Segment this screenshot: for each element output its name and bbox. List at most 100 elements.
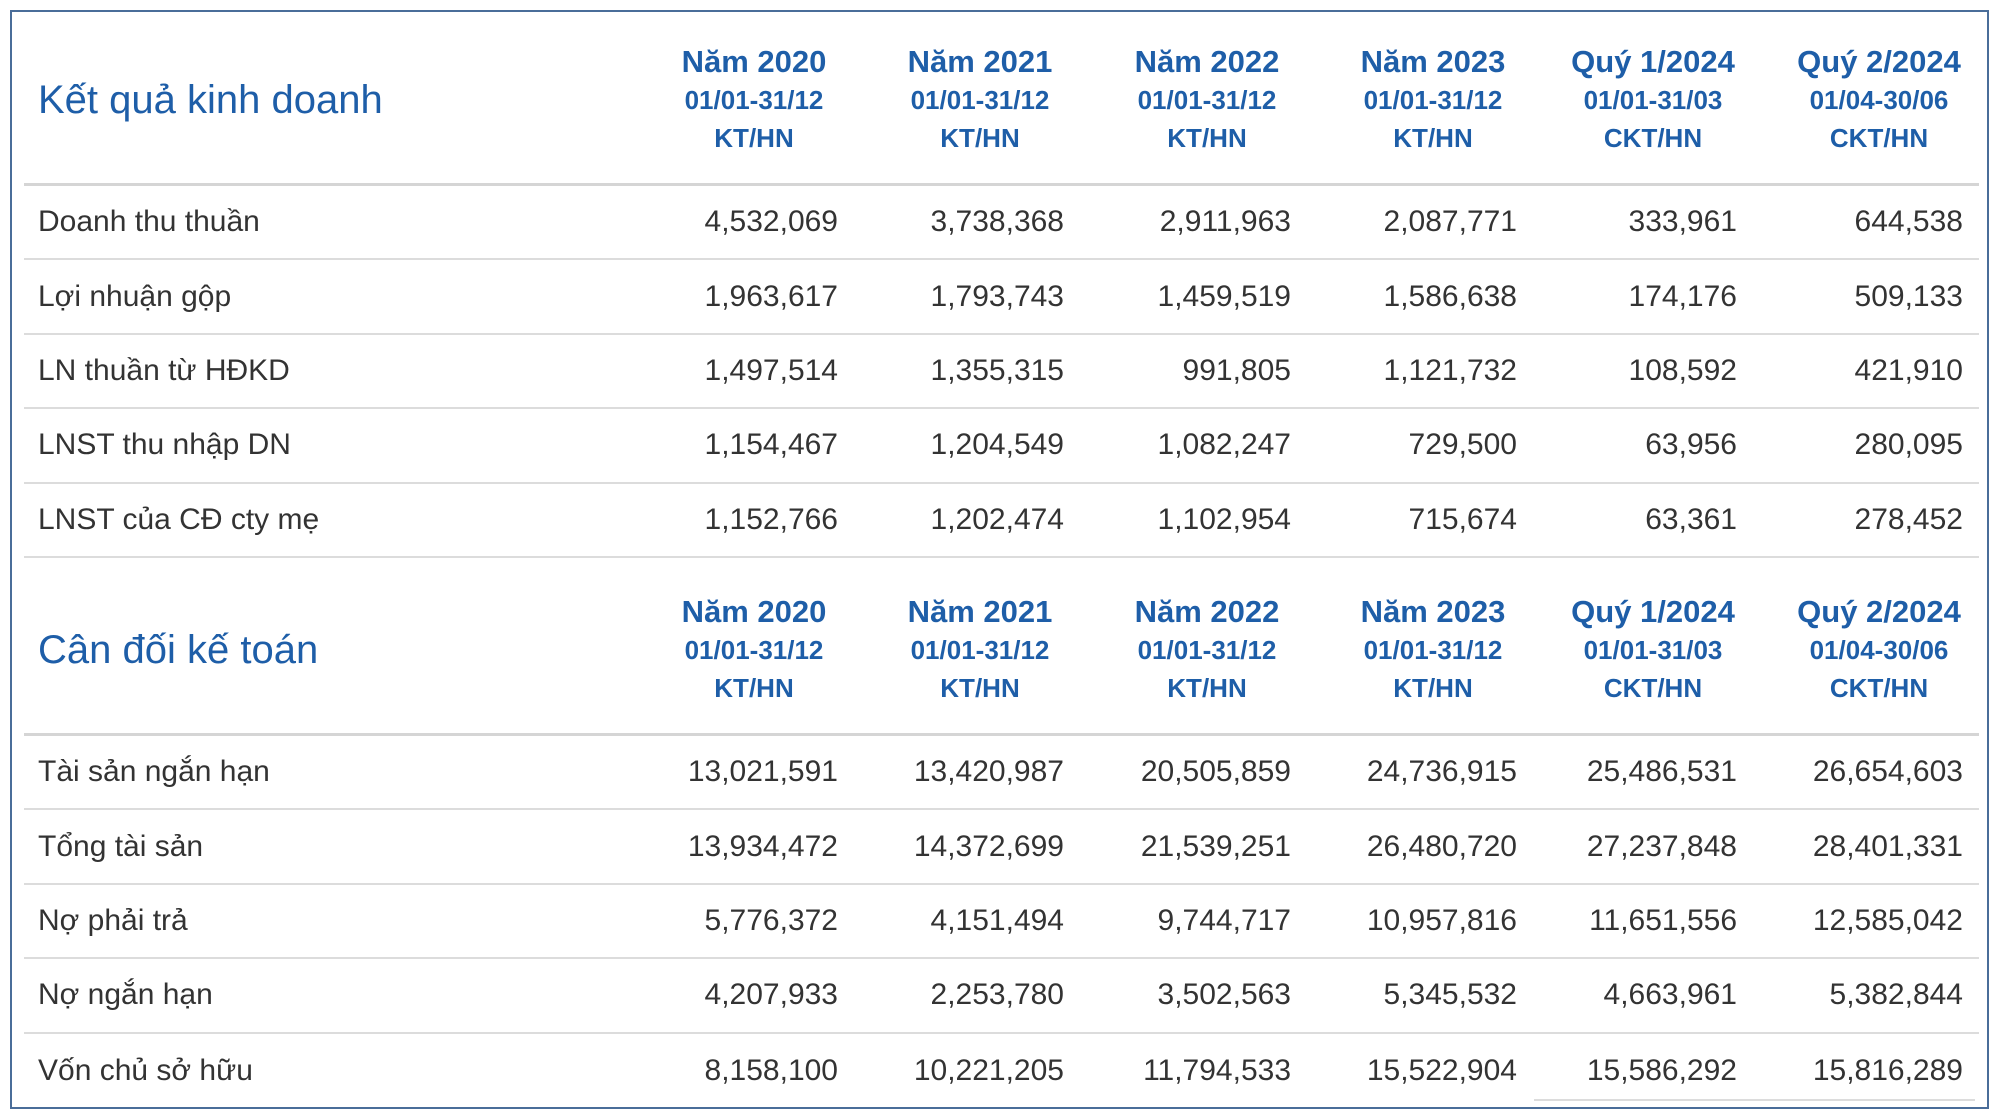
table-row: LNST thu nhập DN 1,154,467 1,204,549 1,0… xyxy=(24,409,1979,484)
column-header: Năm 2023 01/01-31/12 KT/HN xyxy=(1320,14,1546,186)
column-audit-status: KT/HN xyxy=(1167,673,1247,703)
table-row: LN thuần từ HĐKD 1,497,514 1,355,315 991… xyxy=(24,335,1979,410)
table-bottom-divider xyxy=(1534,1099,1975,1101)
table-cell: 8,158,100 xyxy=(704,1053,838,1087)
table-row: Nợ phải trả 5,776,372 4,151,494 9,744,71… xyxy=(24,885,1979,960)
section-title: Cân đối kế toán xyxy=(38,627,319,672)
column-header: Quý 2/2024 01/04-30/06 CKT/HN xyxy=(1766,14,1992,186)
table-cell: 1,154,467 xyxy=(704,428,838,462)
column-range: 01/01-31/12 xyxy=(1363,635,1503,665)
table-row: LNST của CĐ cty mẹ 1,152,766 1,202,474 1… xyxy=(24,484,1979,558)
section-title: Kết quả kinh doanh xyxy=(38,77,383,122)
table-cell: 2,911,963 xyxy=(1159,205,1291,239)
column-audit-status: CKT/HN xyxy=(1603,673,1703,703)
table-cell: 12,585,042 xyxy=(1812,903,1963,937)
column-period: Quý 1/2024 xyxy=(1571,594,1735,629)
table-row: Nợ ngắn hạn 4,207,933 2,253,780 3,502,56… xyxy=(24,959,1979,1034)
table-cell: 10,957,816 xyxy=(1366,903,1517,937)
column-range: 01/01-31/12 xyxy=(1137,635,1277,665)
column-period: Quý 2/2024 xyxy=(1797,44,1961,79)
column-period: Năm 2023 xyxy=(1360,594,1506,629)
table-cell: 1,793,743 xyxy=(930,279,1064,313)
table-cell: 63,956 xyxy=(1645,428,1737,462)
column-period: Quý 2/2024 xyxy=(1797,594,1961,629)
table-cell: 1,586,638 xyxy=(1383,279,1517,313)
table-cell: 4,663,961 xyxy=(1603,978,1737,1012)
column-range: 01/01-31/12 xyxy=(684,85,824,115)
table-cell: 5,382,844 xyxy=(1829,978,1963,1012)
table-cell: 991,805 xyxy=(1182,353,1291,387)
table-row: Vốn chủ sở hữu 8,158,100 10,221,205 11,7… xyxy=(24,1034,1979,1108)
income-statement-section: Kết quả kinh doanh Năm 2020 01/01-31/12 … xyxy=(24,14,1979,558)
column-period: Năm 2022 xyxy=(1134,594,1280,629)
column-period: Năm 2023 xyxy=(1360,44,1506,79)
column-period: Năm 2020 xyxy=(681,44,827,79)
table-cell: 9,744,717 xyxy=(1157,903,1291,937)
table-cell: 25,486,531 xyxy=(1586,755,1737,789)
table-cell: 4,207,933 xyxy=(704,978,838,1012)
column-header: Quý 1/2024 01/01-31/03 CKT/HN xyxy=(1540,14,1766,186)
column-range: 01/01-31/12 xyxy=(1363,85,1503,115)
row-label: Tài sản ngắn hạn xyxy=(38,755,270,789)
table-cell: 1,082,247 xyxy=(1157,428,1291,462)
column-audit-status: KT/HN xyxy=(714,673,794,703)
column-period: Quý 1/2024 xyxy=(1571,44,1735,79)
table-cell: 13,420,987 xyxy=(913,755,1064,789)
column-audit-status: CKT/HN xyxy=(1603,123,1703,153)
column-period: Năm 2021 xyxy=(907,594,1053,629)
column-range: 01/01-31/12 xyxy=(910,85,1050,115)
table-row: Doanh thu thuần 4,532,069 3,738,368 2,91… xyxy=(24,186,1979,261)
table-cell: 3,502,563 xyxy=(1157,978,1291,1012)
table-cell: 28,401,331 xyxy=(1812,829,1963,863)
column-header: Quý 1/2024 01/01-31/03 CKT/HN xyxy=(1540,564,1766,736)
column-audit-status: KT/HN xyxy=(940,123,1020,153)
column-range: 01/01-31/03 xyxy=(1583,635,1723,665)
column-audit-status: CKT/HN xyxy=(1829,123,1929,153)
table-cell: 5,776,372 xyxy=(704,903,838,937)
row-label: LNST thu nhập DN xyxy=(38,428,291,462)
column-header: Năm 2021 01/01-31/12 KT/HN xyxy=(867,564,1093,736)
table-row: Tài sản ngắn hạn 13,021,591 13,420,987 2… xyxy=(24,736,1979,811)
column-period: Năm 2021 xyxy=(907,44,1053,79)
column-header: Năm 2020 01/01-31/12 KT/HN xyxy=(641,14,867,186)
table-cell: 1,355,315 xyxy=(930,353,1064,387)
balance-sheet-section: Cân đối kế toán Năm 2020 01/01-31/12 KT/… xyxy=(24,564,1979,1108)
column-header: Quý 2/2024 01/04-30/06 CKT/HN xyxy=(1766,564,1992,736)
row-label: LN thuần từ HĐKD xyxy=(38,353,290,387)
table-cell: 13,021,591 xyxy=(687,755,838,789)
column-audit-status: KT/HN xyxy=(1393,123,1473,153)
table-cell: 174,176 xyxy=(1628,279,1737,313)
table-cell: 1,497,514 xyxy=(704,353,838,387)
column-range: 01/01-31/03 xyxy=(1583,85,1723,115)
column-range: 01/04-30/06 xyxy=(1809,85,1949,115)
column-header: Năm 2023 01/01-31/12 KT/HN xyxy=(1320,564,1546,736)
row-label: Lợi nhuận gộp xyxy=(38,279,232,313)
row-label: Nợ phải trả xyxy=(38,903,188,937)
table-cell: 1,102,954 xyxy=(1157,502,1291,536)
row-label: LNST của CĐ cty mẹ xyxy=(38,502,320,536)
table-cell: 13,934,472 xyxy=(687,829,838,863)
table-cell: 15,816,289 xyxy=(1812,1053,1963,1087)
table-cell: 3,738,368 xyxy=(930,205,1064,239)
column-range: 01/01-31/12 xyxy=(1137,85,1277,115)
table-cell: 729,500 xyxy=(1408,428,1517,462)
column-audit-status: KT/HN xyxy=(714,123,794,153)
table-cell: 509,133 xyxy=(1854,279,1963,313)
table-row: Tổng tài sản 13,934,472 14,372,699 21,53… xyxy=(24,810,1979,885)
column-audit-status: KT/HN xyxy=(940,673,1020,703)
table-cell: 278,452 xyxy=(1854,502,1963,536)
table-cell: 27,237,848 xyxy=(1586,829,1737,863)
column-range: 01/01-31/12 xyxy=(684,635,824,665)
column-header: Năm 2022 01/01-31/12 KT/HN xyxy=(1094,14,1320,186)
column-audit-status: KT/HN xyxy=(1393,673,1473,703)
column-period: Năm 2022 xyxy=(1134,44,1280,79)
table-cell: 26,654,603 xyxy=(1812,755,1963,789)
table-cell: 2,253,780 xyxy=(930,978,1064,1012)
table-cell: 15,522,904 xyxy=(1366,1053,1517,1087)
table-cell: 108,592 xyxy=(1628,353,1737,387)
row-label: Nợ ngắn hạn xyxy=(38,978,213,1012)
table-cell: 63,361 xyxy=(1645,502,1737,536)
row-label: Tổng tài sản xyxy=(38,829,204,863)
row-label: Doanh thu thuần xyxy=(38,205,260,239)
table-cell: 280,095 xyxy=(1854,428,1963,462)
